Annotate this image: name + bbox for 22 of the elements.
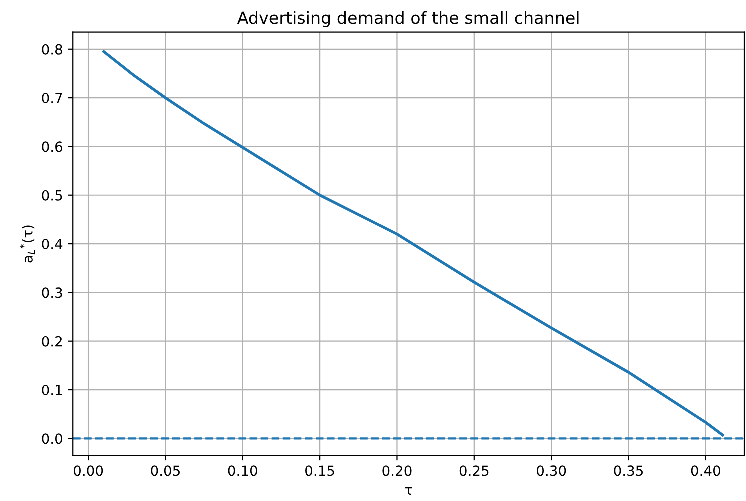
- y-tick-label: 0.7: [42, 93, 62, 104]
- x-tick-label: 0.10: [228, 466, 258, 476]
- chart-title: Advertising demand of the small channel: [237, 11, 579, 28]
- x-tick-label: 0.35: [614, 466, 643, 476]
- y-tick-label: 0.1: [42, 384, 62, 396]
- x-tick-label: 0.40: [691, 466, 720, 476]
- y-tick-label: 0.6: [42, 142, 63, 152]
- x-tick-label: 0.25: [460, 466, 489, 476]
- x-tick-label: 0.20: [382, 466, 412, 476]
- x-tick-label: 0.05: [151, 466, 180, 476]
- y-tick-label: 0.0: [42, 434, 62, 444]
- y-tick-label: 0.4: [42, 239, 63, 250]
- y-tick-label: 0.2: [42, 336, 62, 347]
- line-series: [102, 50, 724, 437]
- x-tick-label: 0.15: [306, 466, 334, 476]
- y-tick-label: 0.5: [42, 190, 62, 201]
- x-tick-label: 0.30: [537, 466, 566, 476]
- y-axis-title: a$_{L}$$^{*}$(τ): [20, 226, 36, 263]
- x-tick-label: 0.00: [74, 466, 104, 476]
- y-tick-label: 0.8: [42, 44, 62, 55]
- y-tick-label: 0.3: [42, 288, 62, 298]
- x-axis-title: τ: [405, 487, 412, 495]
